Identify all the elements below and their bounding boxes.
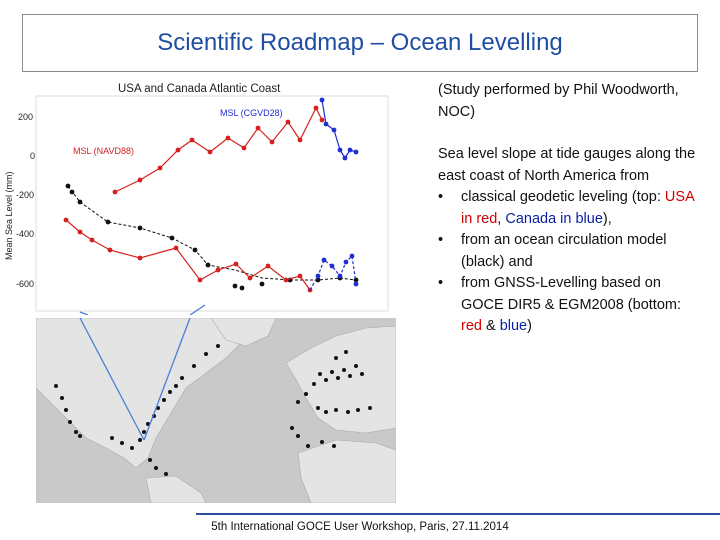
series-classical-canada-blue <box>319 97 359 161</box>
greenland-landmass <box>210 318 277 347</box>
footer-text: 5th International GOCE User Workshop, Pa… <box>211 521 509 533</box>
footer-divider <box>196 513 720 515</box>
bullet-item-ocean-model: • from an ocean circulation model (black… <box>438 230 703 273</box>
bullet1-end: ), <box>602 210 612 227</box>
sea-level-chart: USA and Canada Atlantic Coast Mean Sea L… <box>0 80 400 315</box>
africa-landmass <box>297 439 396 503</box>
europe-landmass <box>285 325 396 434</box>
bullet1-sep: , <box>497 210 506 227</box>
tide-gauge-map <box>36 318 396 503</box>
label-msl-navd88: MSL (NAVD88) <box>73 146 134 156</box>
bullet1-text-a: classical geodetic leveling (top: <box>461 189 665 205</box>
notes-panel: (Study performed by Phil Woodworth, NOC)… <box>438 80 703 338</box>
bullet3-text-a: from GNSS-Levelling based on GOCE DIR5 &… <box>461 275 681 313</box>
tide-gauge-markers <box>54 344 372 476</box>
title-box: Scientific Roadmap – Ocean Levelling <box>22 14 698 72</box>
y-tick-0: 0 <box>30 151 35 161</box>
bullet3-amp: & <box>481 318 500 334</box>
chart-title: USA and Canada Atlantic Coast <box>118 83 281 95</box>
notes-bullet-list: • classical geodetic leveling (top: USA … <box>438 187 703 338</box>
y-tick-minus600: -600 <box>16 279 34 289</box>
attribution-text: (Study performed by Phil Woodworth, NOC) <box>438 82 679 120</box>
bullet-marker: • <box>438 189 444 205</box>
bullet2-text: from an ocean circulation model (black) … <box>461 232 667 270</box>
north-america-landmass <box>36 318 242 469</box>
y-tick-200: 200 <box>18 112 33 122</box>
series-gnss-red <box>63 217 313 293</box>
series-gnss-blue <box>309 253 359 291</box>
south-america-landmass <box>145 475 207 503</box>
label-msl-cgvd28: MSL (CGVD28) <box>220 108 283 118</box>
bullet-marker: • <box>438 275 444 291</box>
y-axis-label: Mean Sea Level (mm) <box>4 171 14 260</box>
bullet3-end: ) <box>527 318 532 334</box>
bullet3-red: red <box>461 318 482 334</box>
bullet3-blue: blue <box>499 318 528 334</box>
bullet1-canada: Canada in blue <box>505 210 603 227</box>
bullet-item-classical: • classical geodetic leveling (top: USA … <box>438 187 703 230</box>
intro-text: Sea level slope at tide gauges along the… <box>438 146 696 184</box>
slide-title: Scientific Roadmap – Ocean Levelling <box>157 29 563 56</box>
bullet1-usa: USA in red <box>461 189 694 227</box>
y-tick-minus400: -400 <box>16 229 34 239</box>
y-tick-minus200: -200 <box>16 190 34 200</box>
callout-lines <box>79 304 206 315</box>
bullet-marker: • <box>438 232 444 248</box>
bullet-item-gnss: • from GNSS-Levelling based on GOCE DIR5… <box>438 273 703 338</box>
map-callout-lines <box>79 318 191 441</box>
series-classical-usa-red <box>112 105 325 195</box>
